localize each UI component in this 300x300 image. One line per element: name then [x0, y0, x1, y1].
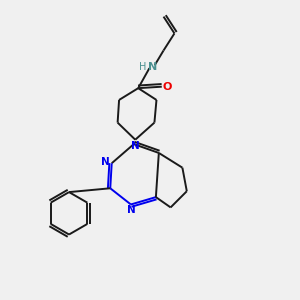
Text: N: N: [127, 205, 136, 215]
Text: N: N: [148, 62, 157, 72]
Text: N: N: [101, 157, 110, 167]
Text: H: H: [139, 62, 146, 72]
Text: N: N: [131, 141, 140, 151]
Text: O: O: [162, 82, 172, 92]
